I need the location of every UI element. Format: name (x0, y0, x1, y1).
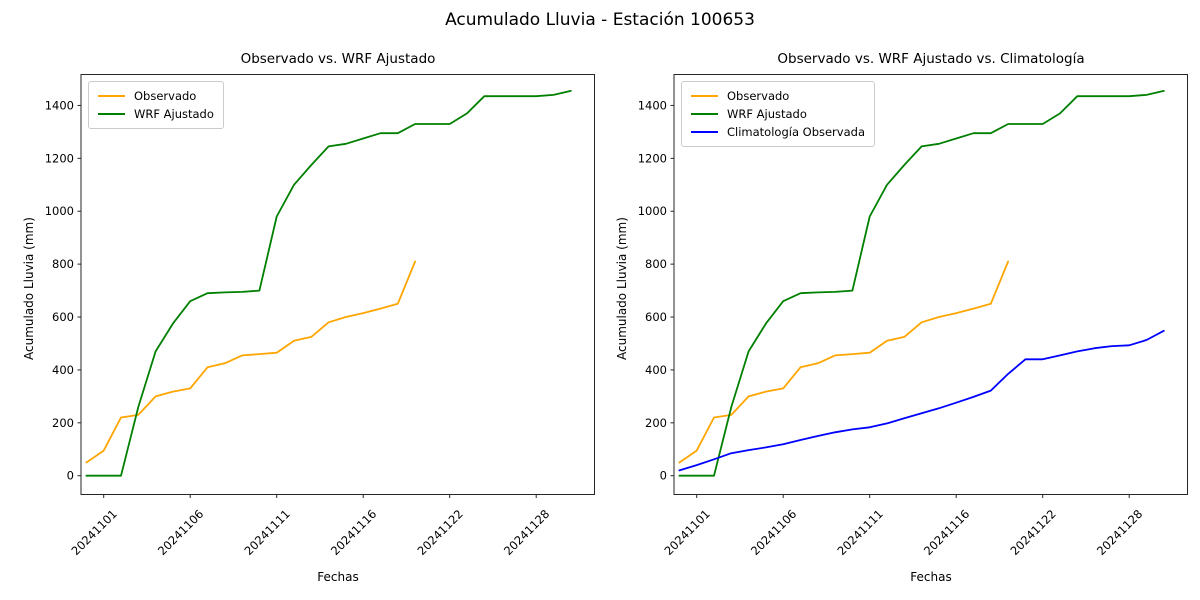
y-tick-label: 600 (52, 310, 74, 324)
y-tick-label: 1000 (638, 204, 667, 218)
series-line-observado (85, 260, 417, 464)
x-tick-label: 20241106 (748, 507, 799, 558)
y-tick-label: 200 (52, 416, 74, 430)
x-tick-label: 20241111 (835, 507, 886, 558)
legend-swatch-wrf-ajustado-icon (691, 112, 718, 116)
y-tick-label: 800 (645, 257, 667, 271)
series-line-observado (678, 260, 1009, 464)
y-tick-label: 1400 (45, 98, 74, 112)
x-tick-label: 20241106 (155, 507, 206, 558)
y-tick-label: 200 (645, 416, 667, 430)
y-tick-label: 0 (660, 469, 667, 483)
legend-swatch-wrf-ajustado-icon (98, 112, 125, 116)
x-tick-label: 20241116 (328, 507, 379, 558)
x-tick-label: 20241122 (415, 507, 466, 558)
plot-spines (80, 74, 595, 495)
x-tick-label: 20241128 (1094, 507, 1145, 558)
legend-item-wrf-ajustado: WRF Ajustado (691, 105, 865, 123)
left-x-axis-label: Fechas (317, 570, 359, 584)
y-tick-label: 1400 (638, 98, 667, 112)
series-line-wrf-ajustado (678, 90, 1165, 477)
right-plot-title: Observado vs. WRF Ajustado vs. Climatolo… (777, 51, 1085, 67)
legend-label-observado: Observado (727, 89, 790, 103)
x-tick-label: 20241116 (921, 507, 972, 558)
right-legend: Observado WRF Ajustado Climatología Obse… (681, 81, 875, 147)
left-plot-title: Observado vs. WRF Ajustado (240, 51, 436, 67)
left-legend: Observado WRF Ajustado (88, 81, 224, 129)
legend-item-observado: Observado (691, 87, 865, 105)
plot-spines (673, 74, 1188, 495)
legend-item-observado: Observado (98, 87, 214, 105)
y-tick-label: 1200 (45, 151, 74, 165)
series-line-wrf-ajustado (85, 90, 572, 477)
x-tick-label: 20241111 (242, 507, 293, 558)
legend-swatch-observado-icon (691, 94, 718, 98)
legend-item-climatologia-observada: Climatología Observada (691, 123, 865, 141)
legend-label-observado: Observado (134, 89, 197, 103)
x-tick-label: 20241122 (1008, 507, 1059, 558)
y-tick-label: 800 (52, 257, 74, 271)
right-x-axis-label: Fechas (910, 570, 952, 584)
legend-label-wrf-ajustado: WRF Ajustado (727, 107, 807, 121)
legend-label-climatologia-observada: Climatología Observada (727, 125, 865, 139)
legend-swatch-observado-icon (98, 94, 125, 98)
y-tick-label: 400 (645, 363, 667, 377)
y-tick-label: 600 (645, 310, 667, 324)
legend-swatch-climatologia-observada-icon (691, 130, 718, 134)
x-tick-label: 20241101 (662, 507, 713, 558)
y-tick-label: 1000 (45, 204, 74, 218)
legend-item-wrf-ajustado: WRF Ajustado (98, 105, 214, 123)
x-tick-label: 20241128 (501, 507, 552, 558)
figure-title: Acumulado Lluvia - Estación 100653 (445, 10, 755, 30)
y-tick-label: 1200 (638, 151, 667, 165)
y-tick-label: 400 (52, 363, 74, 377)
y-tick-label: 0 (67, 469, 74, 483)
legend-label-wrf-ajustado: WRF Ajustado (134, 107, 214, 121)
x-tick-label: 20241101 (69, 507, 120, 558)
series-line-climatolog-a-observada (678, 329, 1165, 472)
